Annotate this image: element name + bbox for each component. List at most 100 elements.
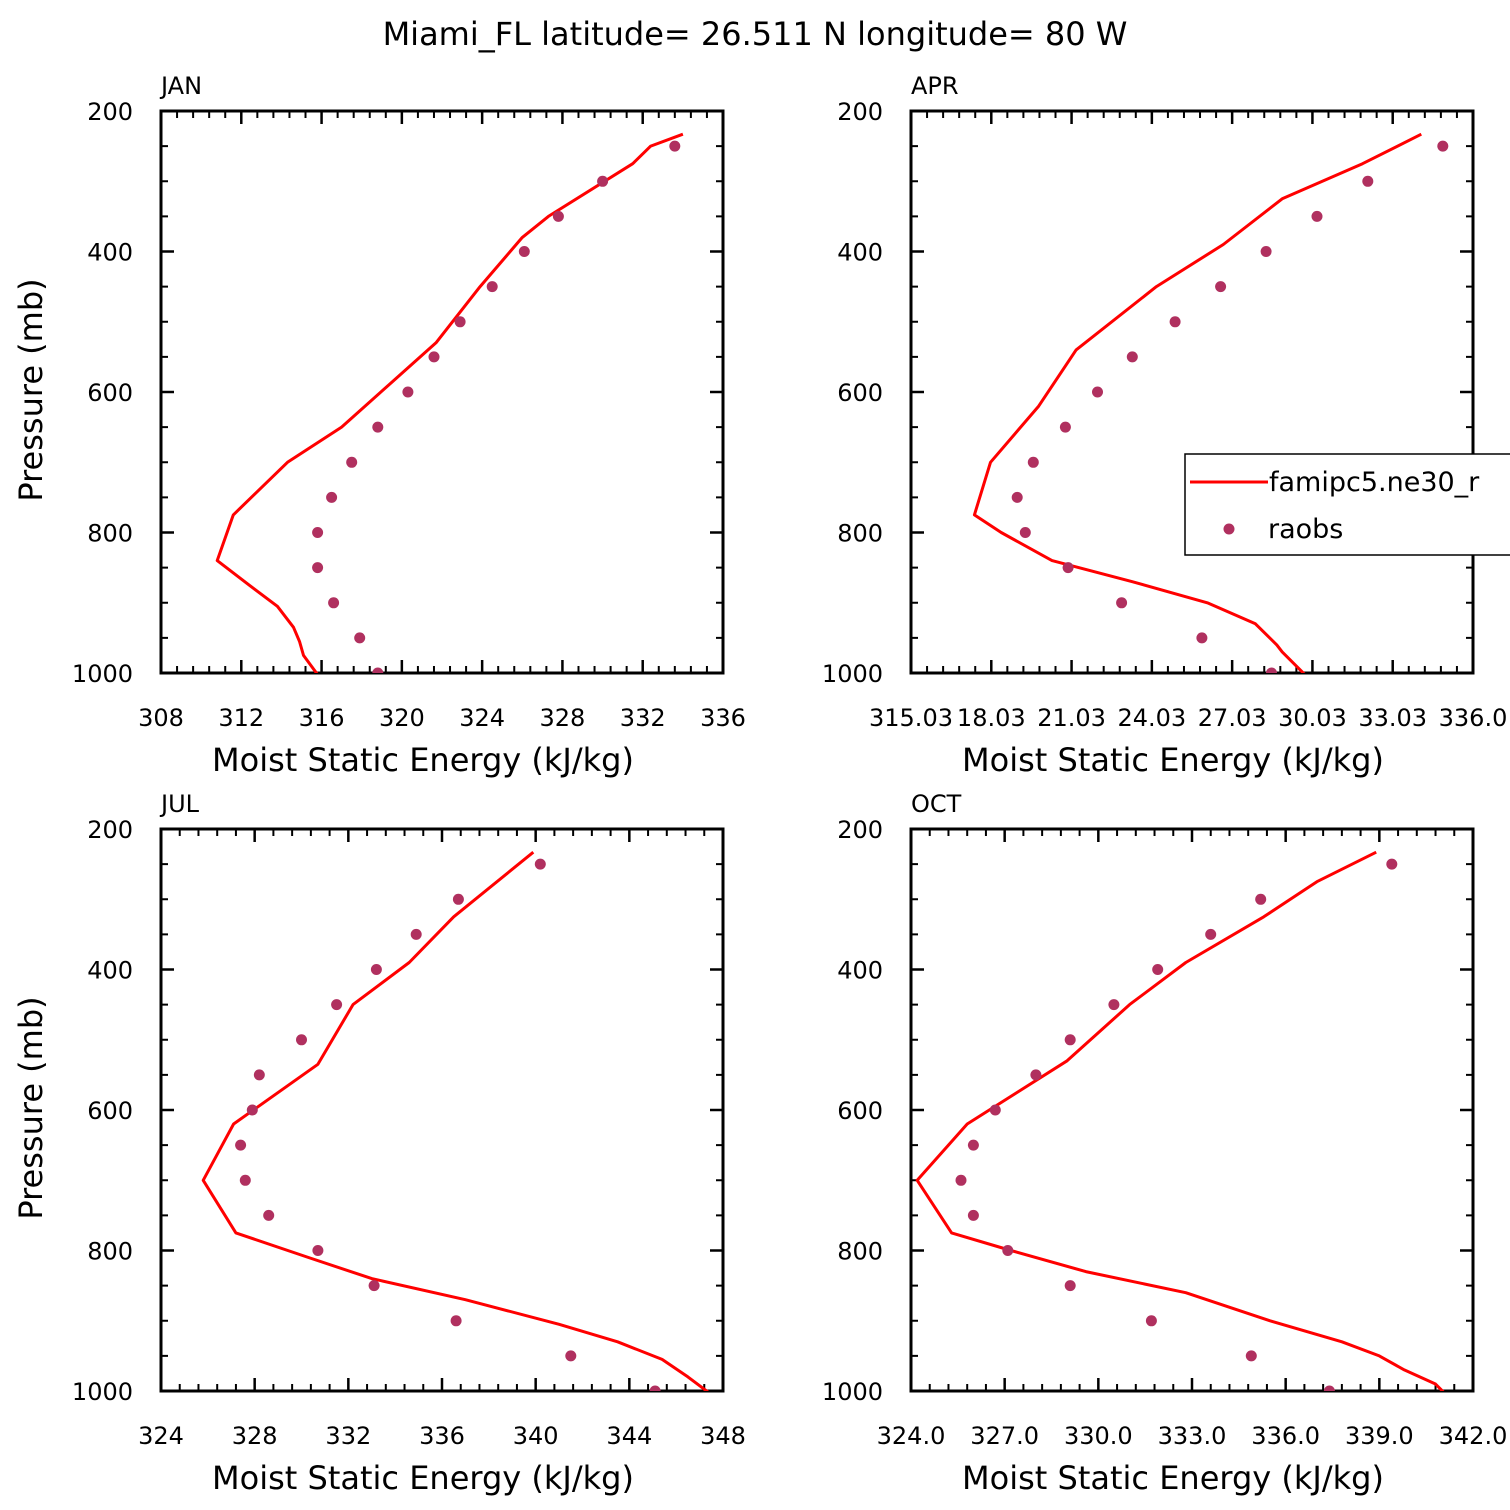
y-axis-label: Pressure (mb) <box>12 278 50 501</box>
raobs-point <box>1092 386 1103 398</box>
x-tick-label: 320 <box>379 704 425 732</box>
raobs-point <box>649 1385 661 1391</box>
x-tick-label: 328 <box>540 704 586 732</box>
raobs-point <box>1255 893 1267 905</box>
y-tick-label: 800 <box>87 520 133 548</box>
raobs-point <box>1108 999 1120 1011</box>
raobs-point <box>354 632 366 644</box>
raobs-point <box>410 928 422 940</box>
raobs-point <box>1205 928 1217 940</box>
raobs-point <box>312 562 324 574</box>
raobs-point <box>263 1209 275 1221</box>
y-tick-label: 1000 <box>72 1378 133 1406</box>
x-tick-label: 324 <box>459 704 505 732</box>
x-tick-label: 348 <box>700 1422 746 1450</box>
plot-data <box>215 132 684 673</box>
raobs-point <box>552 210 564 222</box>
x-tick-label: 312 <box>218 704 264 732</box>
raobs-point <box>296 1034 307 1046</box>
raobs-point <box>1152 964 1164 975</box>
x-tick-label: 324 <box>138 1422 184 1450</box>
raobs-point <box>1260 246 1272 257</box>
raobs-point <box>346 456 358 468</box>
x-tick-label: 336.0 <box>1439 704 1508 732</box>
raobs-point <box>669 140 681 152</box>
model-profile-line <box>972 132 1422 673</box>
x-axis-label: Moist Static Energy (kJ/kg) <box>212 1459 634 1497</box>
raobs-point <box>1215 281 1227 293</box>
x-tick-label: 328 <box>232 1422 278 1450</box>
raobs-point <box>967 1209 979 1221</box>
x-tick-label: 336 <box>700 704 746 732</box>
raobs-point <box>370 964 382 975</box>
raobs-point <box>534 858 546 870</box>
raobs-point <box>1059 421 1071 433</box>
raobs-point <box>312 527 324 538</box>
raobs-point <box>1011 491 1023 503</box>
raobs-point <box>955 1174 967 1186</box>
raobs-point <box>1064 1280 1076 1292</box>
x-tick-label: 327.0 <box>970 1422 1039 1450</box>
x-tick-label: 332 <box>620 704 666 732</box>
x-tick-label: 18.03 <box>957 704 1026 732</box>
x-axis-label: Moist Static Energy (kJ/kg) <box>212 741 634 779</box>
raobs-point <box>1126 351 1138 363</box>
x-tick-label: 333.0 <box>1158 1422 1227 1450</box>
raobs-point <box>1030 1069 1042 1081</box>
x-tick-label: 27.03 <box>1198 704 1267 732</box>
raobs-point <box>235 1139 247 1151</box>
raobs-point <box>565 1350 577 1362</box>
raobs-point <box>1323 1385 1335 1391</box>
plot-frame <box>909 109 1475 675</box>
raobs-point <box>326 491 338 503</box>
model-profile-line <box>201 851 710 1391</box>
raobs-point <box>1311 210 1323 222</box>
y-tick-label: 400 <box>87 239 133 267</box>
raobs-point <box>1145 1315 1157 1327</box>
x-tick-label: 315.03 <box>869 704 953 732</box>
legend-box <box>1184 453 1510 556</box>
raobs-point <box>989 1104 1001 1116</box>
raobs-point <box>486 281 498 293</box>
panel-apr: APR 315.03 18.03 21.03 24.03 27.03 30.03 33.03 3… <box>822 72 1507 779</box>
panel-title: JAN <box>159 72 202 100</box>
x-tick-label: 339.0 <box>1345 1422 1414 1450</box>
x-tick-label: 332 <box>325 1422 371 1450</box>
y-tick-label: 1000 <box>822 1378 883 1406</box>
y-tick-label: 600 <box>87 1097 133 1125</box>
y-tick-label: 600 <box>87 379 133 407</box>
raobs-point <box>312 1245 324 1256</box>
raobs-point <box>428 351 440 363</box>
y-tick-label: 1000 <box>72 660 133 688</box>
raobs-point <box>402 386 414 398</box>
raobs-point <box>253 1069 265 1081</box>
raobs-point <box>246 1104 258 1116</box>
raobs-point <box>1064 1034 1076 1046</box>
panels-group: JAN 308 312 316 320 324 328 332 336 200 400 600 800 1… <box>12 72 1507 1497</box>
raobs-point <box>450 1315 462 1327</box>
x-tick-label: 24.03 <box>1117 704 1186 732</box>
legend-marker-swatch <box>1223 523 1235 535</box>
y-tick-label: 600 <box>837 1097 883 1125</box>
legend-label-model: famipc5.ne30_r <box>1269 467 1480 498</box>
plot-data <box>201 851 710 1391</box>
legend-label-raobs: raobs <box>1268 514 1343 545</box>
raobs-point <box>368 1280 380 1292</box>
x-tick-label: 324.0 <box>877 1422 946 1450</box>
raobs-point <box>372 421 384 433</box>
x-tick-label: 342.0 <box>1439 1422 1508 1450</box>
raobs-point <box>1002 1245 1014 1256</box>
y-tick-label: 400 <box>837 239 883 267</box>
raobs-point <box>454 316 466 328</box>
panel-jan: JAN 308 312 316 320 324 328 332 336 200 400 600 800 1… <box>12 72 746 779</box>
y-tick-label: 400 <box>837 957 883 985</box>
y-tick-label: 400 <box>87 957 133 985</box>
panel-jul: JUL 324 328 332 336 340 344 348 200 400 600 800 1000… <box>12 790 746 1497</box>
model-profile-line <box>215 132 684 673</box>
y-tick-label: 200 <box>837 816 883 844</box>
y-tick-label: 800 <box>837 1238 883 1266</box>
raobs-point <box>239 1174 251 1186</box>
x-tick-label: 21.03 <box>1037 704 1106 732</box>
plot-frame <box>159 109 725 675</box>
